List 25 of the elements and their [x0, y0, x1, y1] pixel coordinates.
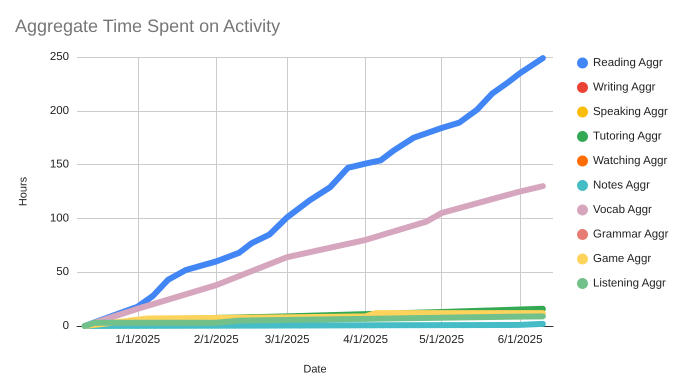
x-tick-label: 1/1/2025 [115, 334, 160, 346]
x-tick-label: 2/1/2025 [194, 334, 239, 346]
legend-label: Listening Aggr [593, 278, 666, 290]
x-axis-title: Date [303, 364, 327, 376]
legend-label: Speaking Aggr [593, 106, 668, 118]
y-tick-label: 100 [50, 212, 69, 224]
y-tick-label: 0 [62, 320, 69, 332]
legend-label: Vocab Aggr [593, 204, 652, 216]
x-tick-label: 5/1/2025 [419, 334, 464, 346]
chart-title: Aggregate Time Spent on Activity [15, 16, 280, 36]
x-tick-label: 6/1/2025 [498, 334, 542, 346]
legend-label: Tutoring Aggr [593, 130, 662, 142]
legend-label: Writing Aggr [593, 82, 656, 94]
legend-label: Watching Aggr [593, 155, 668, 167]
legend-label: Reading Aggr [593, 57, 663, 69]
x-tick-label: 4/1/2025 [343, 334, 388, 346]
legend-label: Notes Aggr [593, 180, 650, 192]
y-tick-label: 200 [50, 104, 69, 117]
legend-label: Grammar Aggr [593, 228, 669, 240]
y-tick-label: 250 [50, 51, 69, 63]
y-tick-label: 150 [50, 158, 69, 171]
y-tick-label: 50 [56, 266, 69, 278]
y-axis-title: Hours [18, 176, 30, 206]
x-tick-label: 3/1/2025 [264, 334, 310, 346]
legend-label: Game Aggr [593, 253, 652, 265]
